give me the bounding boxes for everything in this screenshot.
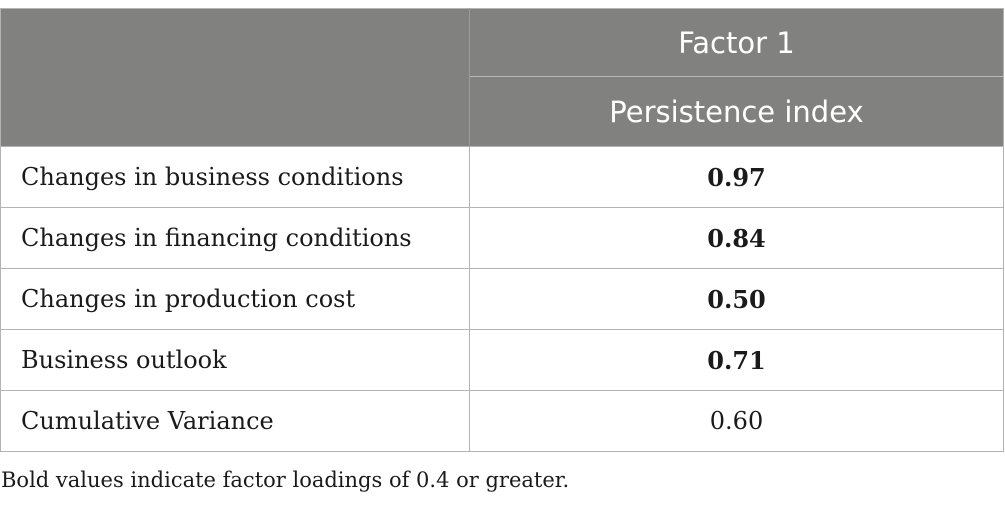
row-value: 0.60 <box>469 390 1004 452</box>
header-corner-cell <box>0 8 470 147</box>
row-label: Cumulative Variance <box>0 390 470 452</box>
row-label: Changes in financing conditions <box>0 207 470 269</box>
row-label: Changes in business conditions <box>0 146 470 208</box>
row-label: Business outlook <box>0 329 470 391</box>
factor-loadings-table: Factor 1 Persistence index Changes in bu… <box>0 8 1004 452</box>
table-row: Changes in financing conditions 0.84 <box>0 207 1004 269</box>
row-value: 0.97 <box>469 146 1004 208</box>
row-value: 0.84 <box>469 207 1004 269</box>
table-row: Cumulative Variance 0.60 <box>0 390 1004 452</box>
row-value: 0.50 <box>469 268 1004 330</box>
row-label: Changes in production cost <box>0 268 470 330</box>
table-row: Changes in business conditions 0.97 <box>0 146 1004 208</box>
table-row: Changes in production cost 0.50 <box>0 268 1004 330</box>
header-persistence-index: Persistence index <box>469 76 1004 147</box>
header-factor: Factor 1 <box>469 8 1004 77</box>
header-row-factor: Factor 1 <box>0 8 1004 147</box>
header-row-index: Persistence index <box>1 76 1004 147</box>
table-row: Business outlook 0.71 <box>0 329 1004 391</box>
table-footnote: Bold values indicate factor loadings of … <box>1 468 570 492</box>
row-value: 0.71 <box>469 329 1004 391</box>
